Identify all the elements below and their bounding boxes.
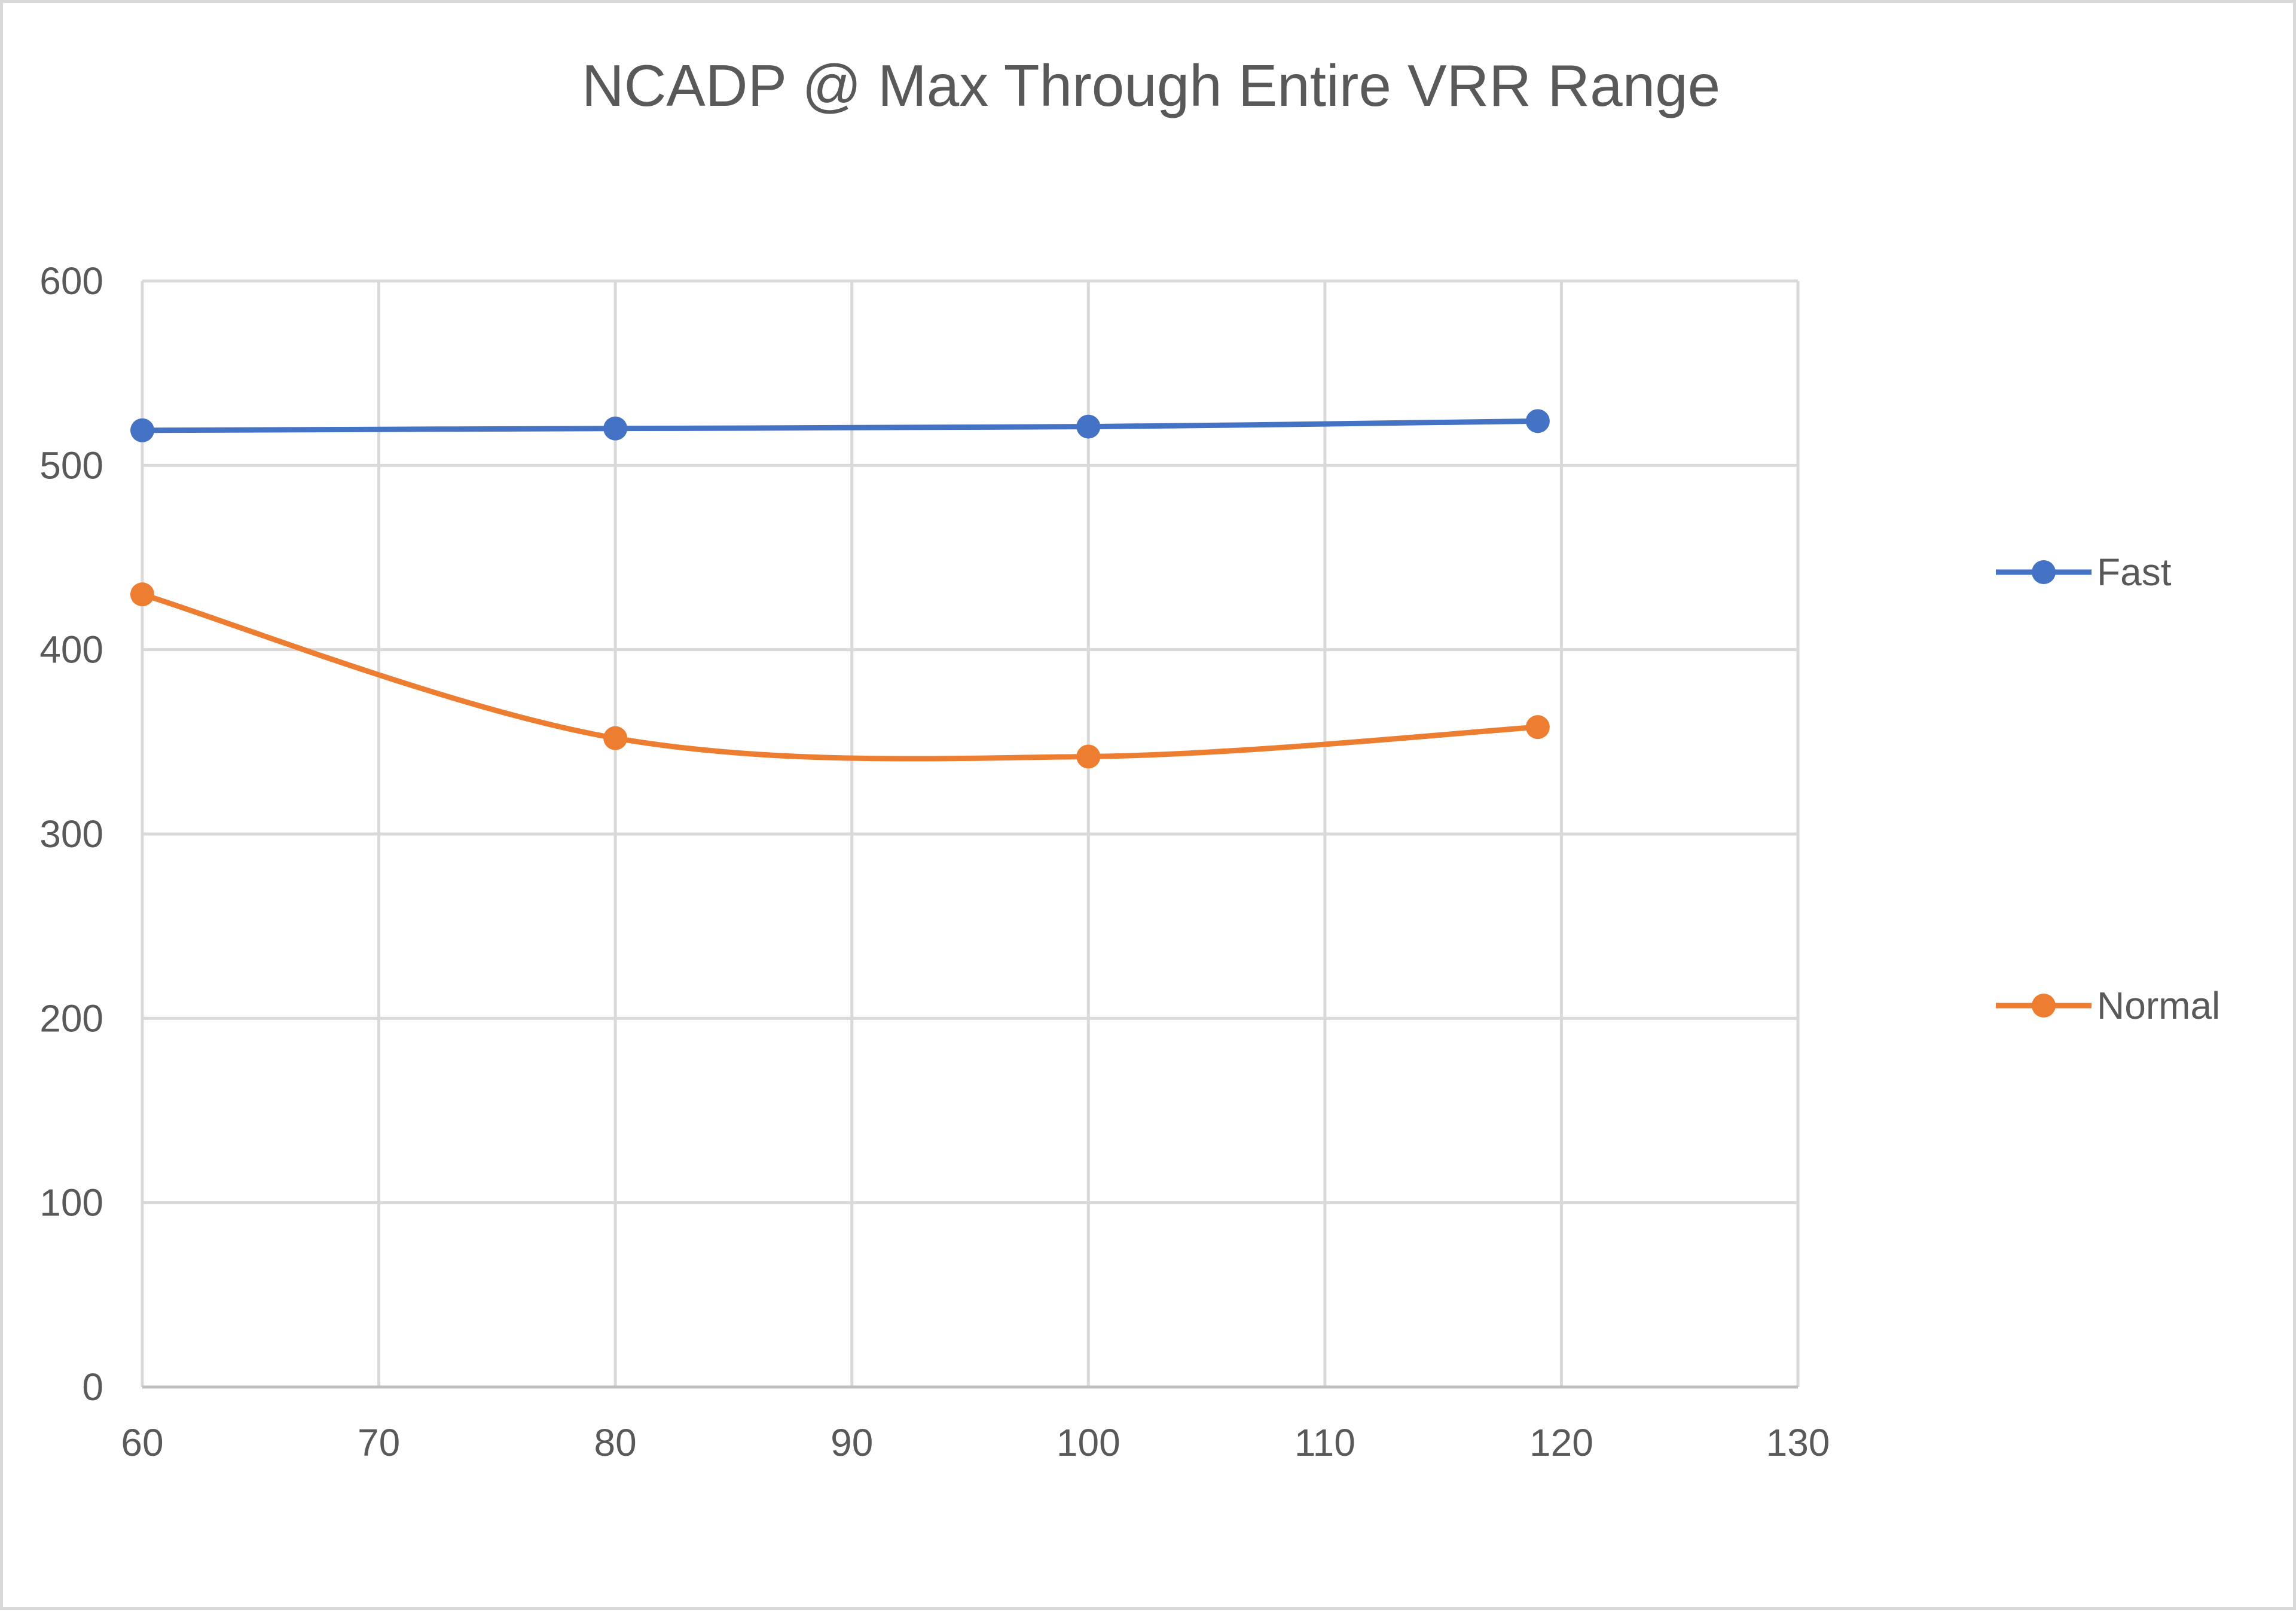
- x-tick-label: 90: [831, 1421, 873, 1464]
- data-point-normal: [130, 582, 154, 607]
- chart-title: NCADP @ Max Through Entire VRR Range: [582, 53, 1720, 118]
- line-chart: NCADP @ Max Through Entire VRR Range 0 10…: [39, 53, 2220, 1464]
- y-tick-label: 0: [82, 1365, 103, 1409]
- x-tick-label: 110: [1294, 1421, 1355, 1464]
- x-tick-label: 70: [358, 1421, 400, 1464]
- y-tick-label: 400: [39, 628, 103, 671]
- legend-marker-fast: [2032, 560, 2056, 584]
- x-tick-label: 120: [1529, 1421, 1593, 1464]
- data-point-fast: [1525, 409, 1550, 433]
- x-tick-label: 80: [594, 1421, 637, 1464]
- series-line-normal: [139, 591, 1541, 762]
- x-tick-label: 100: [1057, 1421, 1120, 1464]
- data-point-normal: [603, 726, 628, 750]
- legend-item-fast: Fast: [1996, 551, 2172, 594]
- series-line-fast: [139, 418, 1541, 433]
- gridlines: [141, 279, 1800, 1387]
- legend-label-normal: Normal: [2097, 984, 2220, 1027]
- y-tick-label: 200: [39, 997, 103, 1040]
- legend: Fast Normal: [1996, 551, 2220, 1027]
- axes: 0 100 200 300 400 500 600 60 70 80 90 100 110 120 130: [39, 259, 1830, 1464]
- series-layer: [130, 409, 1550, 769]
- legend-marker-normal: [2032, 994, 2056, 1018]
- legend-item-normal: Normal: [1996, 984, 2220, 1027]
- y-tick-label: 100: [39, 1181, 103, 1224]
- data-point-normal: [1076, 744, 1101, 769]
- legend-label-fast: Fast: [2097, 551, 2172, 594]
- x-tick-label: 130: [1766, 1421, 1830, 1464]
- data-point-fast: [603, 416, 628, 441]
- y-tick-label: 500: [39, 444, 103, 487]
- y-tick-label: 300: [39, 812, 103, 856]
- y-tick-label: 600: [39, 259, 103, 303]
- series-normal: [130, 582, 1550, 769]
- x-tick-label: 60: [121, 1421, 163, 1464]
- data-point-fast: [130, 418, 154, 442]
- data-point-normal: [1525, 715, 1550, 740]
- data-point-fast: [1076, 414, 1101, 439]
- series-fast: [130, 409, 1550, 442]
